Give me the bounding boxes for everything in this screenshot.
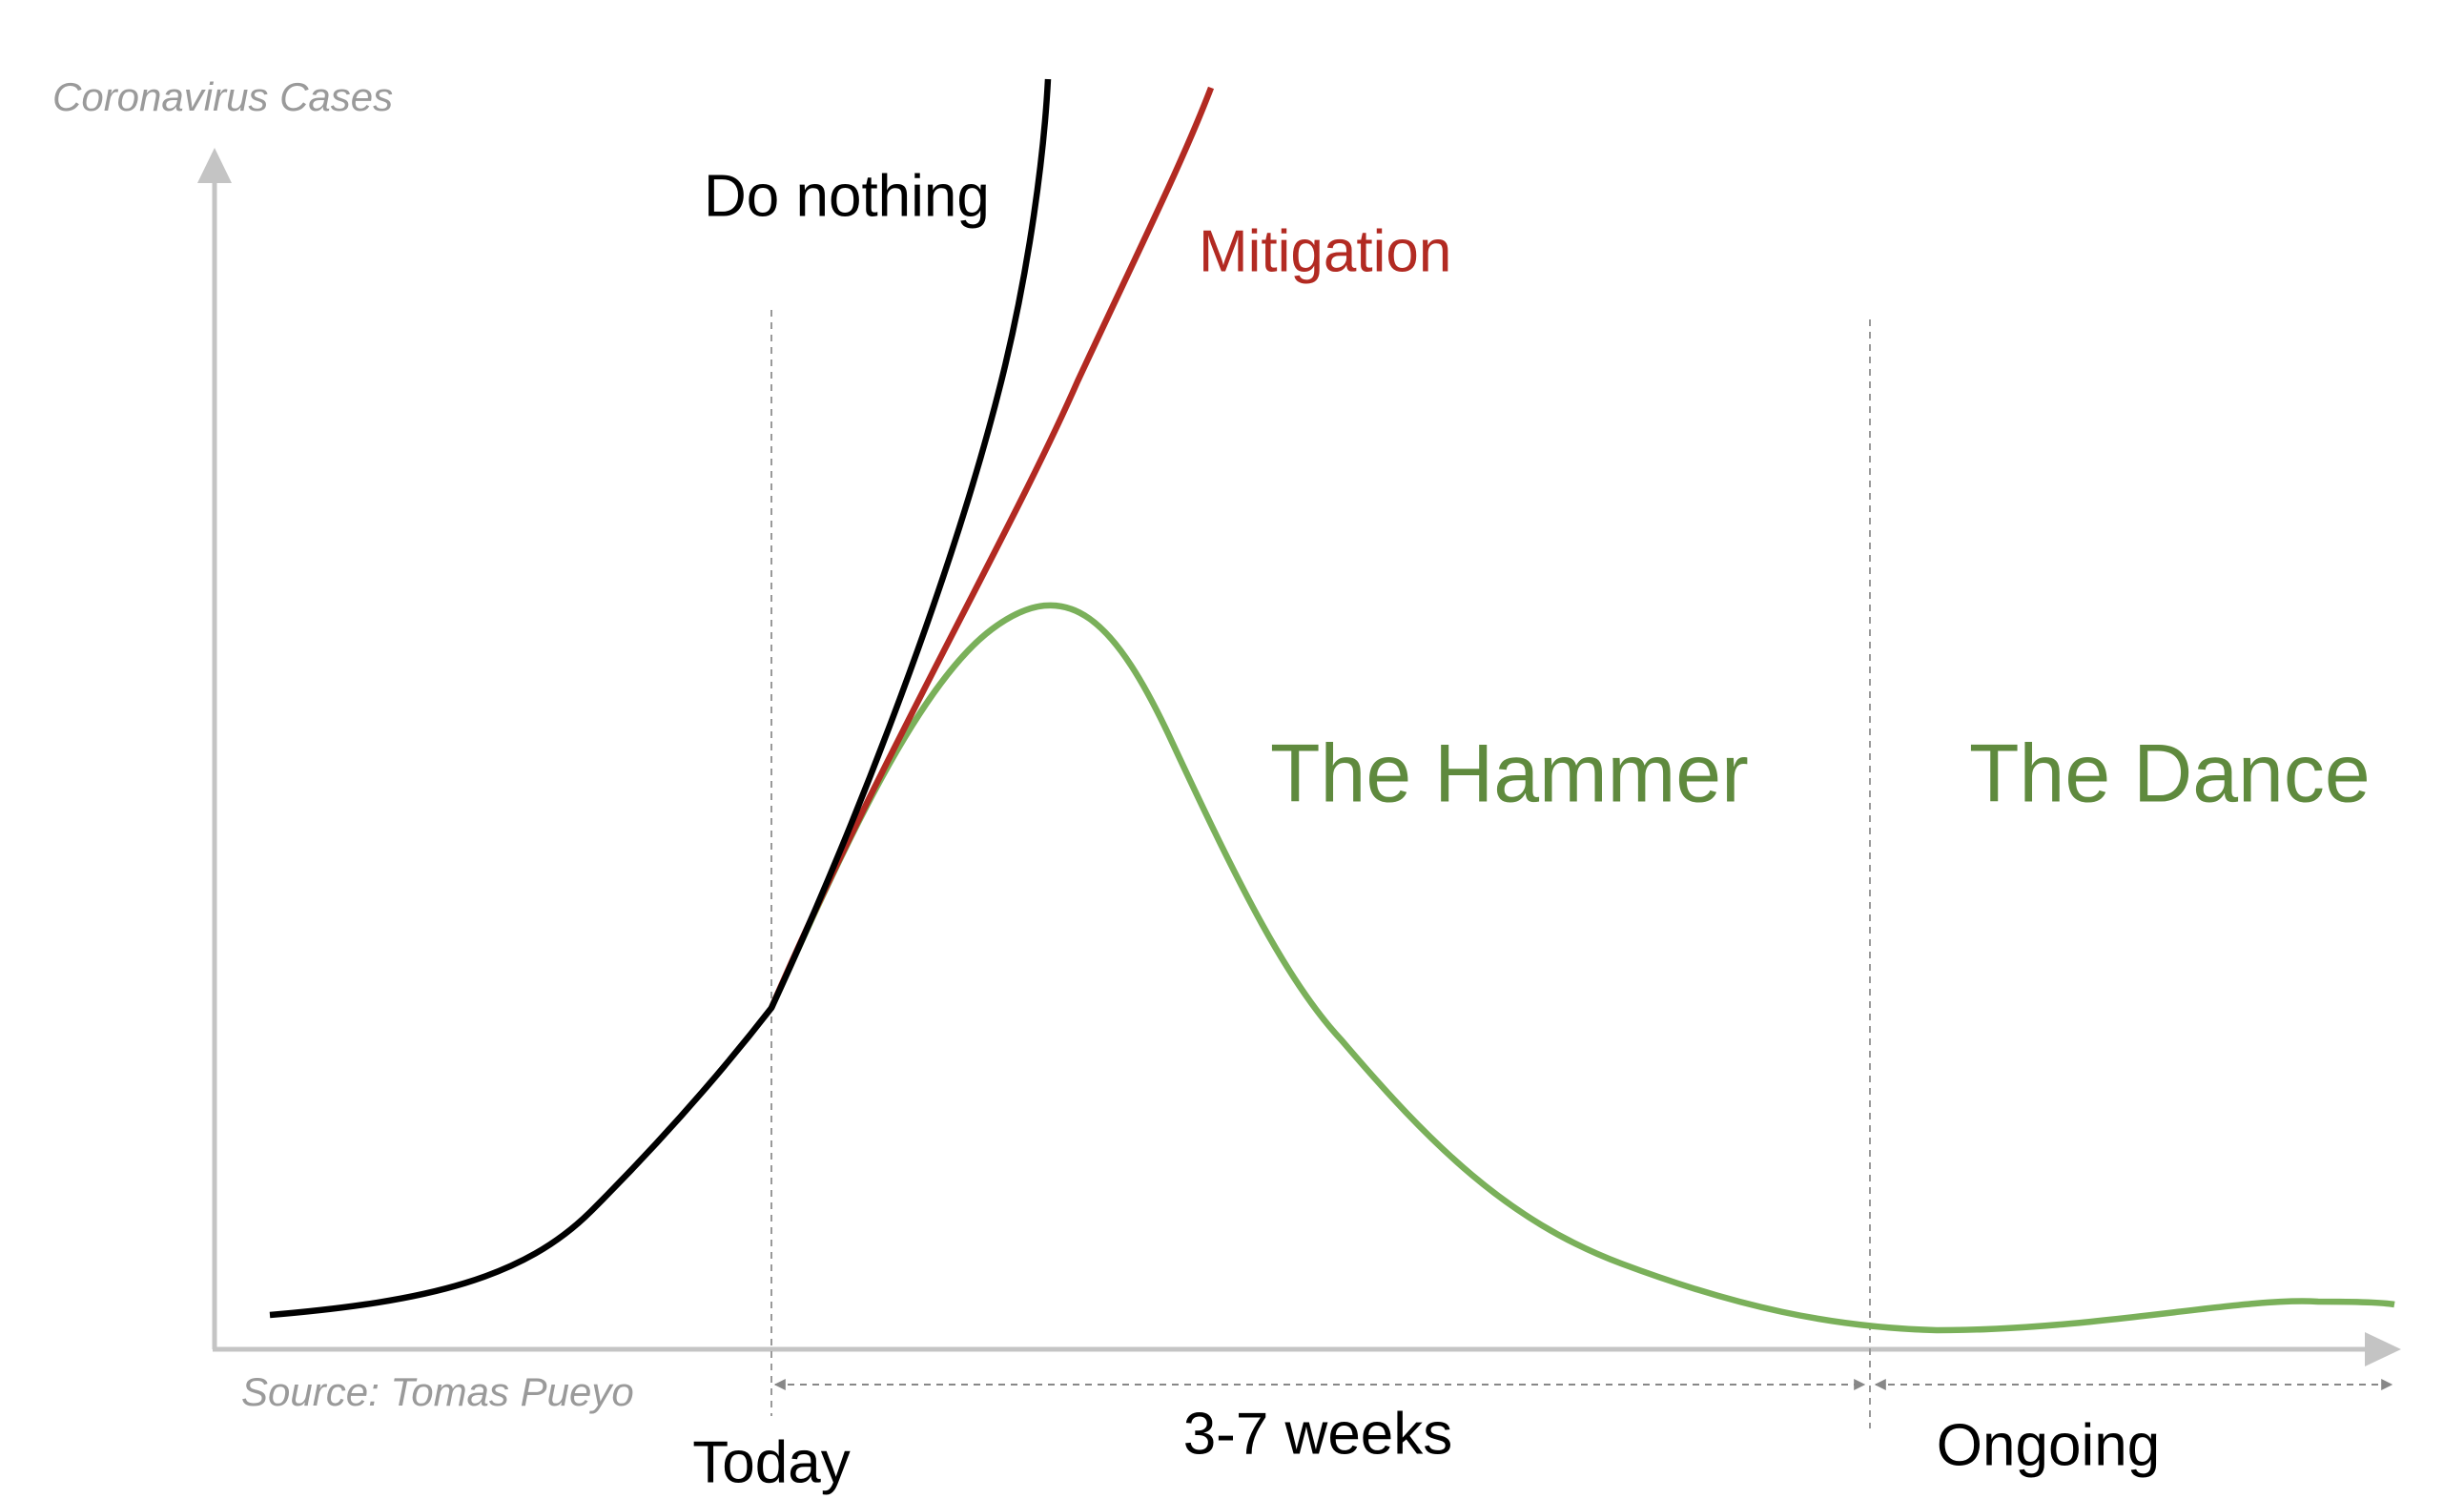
hammer-curve bbox=[769, 602, 2395, 1334]
x-axis-arrow bbox=[2365, 1332, 2401, 1366]
duration-label: 3-7 weeks bbox=[1183, 1401, 1453, 1467]
do-nothing-curve bbox=[269, 78, 1052, 1319]
curve-label: Mitigation bbox=[1199, 218, 1451, 284]
axis-label: Coronavirus Cases bbox=[52, 74, 393, 119]
curve-label: Do nothing bbox=[704, 163, 990, 229]
duration-label: Ongoing bbox=[1937, 1412, 2160, 1478]
y-axis-arrow bbox=[197, 148, 232, 183]
source: Source: Tomas Pueyo bbox=[241, 1369, 634, 1414]
today-label: Today bbox=[692, 1429, 850, 1495]
mitigation-curve bbox=[769, 86, 1215, 1010]
phase-label: The Dance bbox=[1969, 729, 2371, 820]
phase-label: The Hammer bbox=[1270, 729, 1749, 820]
